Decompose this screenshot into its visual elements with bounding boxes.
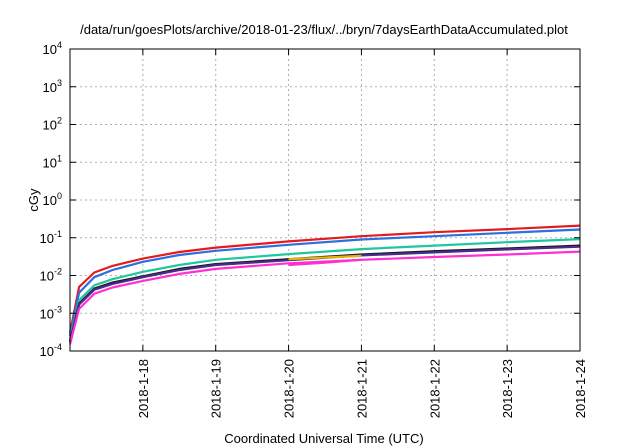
chart-title: /data/run/goesPlots/archive/2018-01-23/f… bbox=[80, 22, 568, 37]
y-tick-label: 100 bbox=[43, 191, 62, 208]
series-line bbox=[68, 224, 581, 334]
series-line bbox=[68, 250, 581, 345]
x-tick-label: 2018-1-21 bbox=[354, 359, 369, 418]
y-tick-label: 103 bbox=[43, 78, 62, 95]
series-line bbox=[68, 244, 581, 342]
x-axis-label: Coordinated Universal Time (UTC) bbox=[224, 431, 423, 446]
x-tick-label: 2018-1-20 bbox=[282, 359, 297, 418]
y-tick-label: 104 bbox=[43, 40, 62, 57]
x-tick-label: 2018-1-22 bbox=[427, 359, 442, 418]
y-axis-label: cGy bbox=[26, 188, 41, 212]
series-line bbox=[68, 245, 581, 343]
grid bbox=[70, 49, 580, 351]
x-tick-label: 2018-1-19 bbox=[209, 359, 224, 418]
series-line bbox=[288, 258, 362, 267]
y-tick-label: 10-2 bbox=[40, 267, 62, 284]
x-tick-label: 2018-1-18 bbox=[136, 359, 151, 418]
series-line bbox=[68, 228, 581, 337]
y-tick-label: 101 bbox=[43, 153, 62, 170]
y-tick-label: 10-1 bbox=[40, 229, 62, 246]
x-tick-label: 2018-1-23 bbox=[500, 359, 515, 418]
series-group bbox=[68, 224, 581, 345]
y-tick-label: 102 bbox=[43, 116, 62, 133]
x-axis: 2018-1-18 2018-1-19 2018-1-20 2018-1-21 2018… bbox=[136, 49, 588, 418]
y-tick-label: 10-4 bbox=[40, 342, 62, 359]
series-line bbox=[68, 238, 581, 340]
x-tick-label: 2018-1-24 bbox=[573, 359, 588, 418]
series-line bbox=[288, 254, 362, 261]
y-tick-label: 10-3 bbox=[40, 304, 62, 321]
